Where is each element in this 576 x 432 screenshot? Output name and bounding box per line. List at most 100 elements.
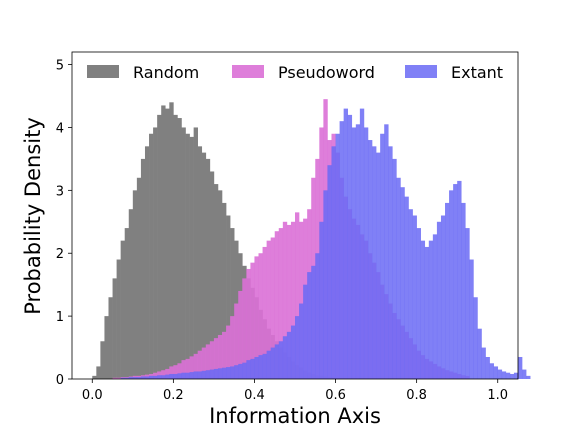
bar-extant [185, 372, 190, 379]
bar-random [112, 278, 117, 379]
legend-label-extant: Extant [451, 63, 503, 82]
bar-extant [416, 228, 421, 379]
bar-extant [396, 177, 401, 379]
bar-pseudoword [270, 237, 276, 379]
bar-random [222, 202, 227, 379]
bar-extant [376, 152, 381, 379]
bar-pseudoword [254, 256, 259, 380]
bar-extant [526, 375, 531, 379]
bar-extant [505, 372, 511, 379]
bar-random [149, 133, 154, 379]
bar-extant [222, 367, 227, 379]
bar-extant [485, 356, 490, 379]
bar-random [165, 108, 170, 379]
bar-pseudoword [222, 331, 227, 379]
bar-pseudoword [193, 353, 198, 379]
bar-pseudoword [205, 344, 211, 379]
bar-random [108, 297, 113, 379]
bar-extant [153, 375, 158, 379]
bar-extant [266, 350, 271, 379]
bar-extant [335, 133, 340, 379]
bar-pseudoword [278, 228, 284, 379]
bar-extant [518, 356, 523, 379]
bar-extant [331, 146, 336, 379]
bar-extant [339, 121, 344, 380]
bar-pseudoword [213, 338, 219, 380]
bar-random [189, 136, 194, 379]
series-extant [120, 108, 531, 380]
bar-pseudoword [258, 253, 263, 379]
bar-extant [274, 344, 280, 379]
legend: Random Pseudoword Extant [87, 63, 503, 82]
bar-extant [303, 284, 308, 379]
bar-extant [473, 297, 478, 379]
bar-extant [461, 202, 466, 379]
bar-extant [513, 372, 519, 379]
bar-random [226, 215, 231, 379]
bar-pseudoword [226, 325, 231, 379]
bar-pseudoword [177, 363, 182, 379]
bar-extant [509, 373, 515, 379]
legend-label-random: Random [133, 63, 199, 82]
bar-extant [388, 146, 393, 379]
bar-pseudoword [153, 372, 158, 379]
bar-extant [149, 375, 154, 379]
legend-swatch-extant [405, 65, 437, 78]
bar-random [140, 158, 146, 379]
bar-pseudoword [238, 290, 243, 379]
bar-random [104, 316, 109, 379]
histogram-bars [92, 99, 531, 380]
bar-extant [380, 133, 385, 379]
bar-extant [436, 221, 442, 379]
axes-frame [71, 51, 519, 380]
bar-extant [197, 371, 203, 379]
bar-random [209, 171, 215, 379]
bar-extant [124, 377, 130, 379]
legend-swatch-random [87, 65, 119, 78]
bar-pseudoword [169, 366, 174, 379]
bar-extant [481, 347, 486, 379]
bar-extant [428, 240, 434, 379]
bar-extant [290, 325, 296, 379]
bar-extant [120, 377, 125, 379]
bar-extant [217, 368, 223, 379]
bar-pseudoword [201, 347, 207, 379]
y-axis-label: Probability Density [21, 117, 45, 315]
bar-pseudoword [299, 221, 304, 379]
bar-extant [128, 377, 134, 379]
bar-extant [412, 215, 417, 379]
bar-extant [449, 190, 454, 379]
bar-extant [522, 369, 527, 379]
x-tick-label: 0.4 [244, 388, 265, 403]
bar-random [128, 209, 134, 379]
bar-extant [489, 363, 494, 379]
y-tick-label: 1 [56, 310, 64, 325]
y-tick-label: 5 [56, 59, 64, 74]
bar-extant [392, 158, 397, 379]
bar-extant [181, 372, 186, 379]
bar-extant [258, 355, 263, 379]
bar-extant [372, 146, 377, 379]
x-tick-label: 0.2 [163, 388, 184, 403]
bar-extant [424, 246, 430, 379]
bar-random [124, 228, 130, 379]
bar-extant [299, 303, 304, 379]
bar-extant [250, 358, 255, 379]
bar-extant [311, 265, 316, 379]
bar-random [197, 146, 203, 379]
bar-extant [404, 196, 409, 379]
bar-extant [254, 356, 259, 379]
bar-random [185, 133, 190, 379]
bar-extant [319, 221, 324, 379]
bar-pseudoword [116, 377, 121, 379]
bar-extant [347, 114, 353, 379]
bar-random [120, 240, 125, 379]
bar-extant [327, 165, 332, 379]
bar-extant [440, 215, 446, 379]
bar-pseudoword [290, 221, 296, 379]
bar-extant [169, 373, 174, 379]
bar-pseudoword [189, 356, 194, 379]
bar-extant [246, 360, 251, 379]
bar-random [201, 152, 207, 379]
bar-pseudoword [266, 240, 271, 379]
